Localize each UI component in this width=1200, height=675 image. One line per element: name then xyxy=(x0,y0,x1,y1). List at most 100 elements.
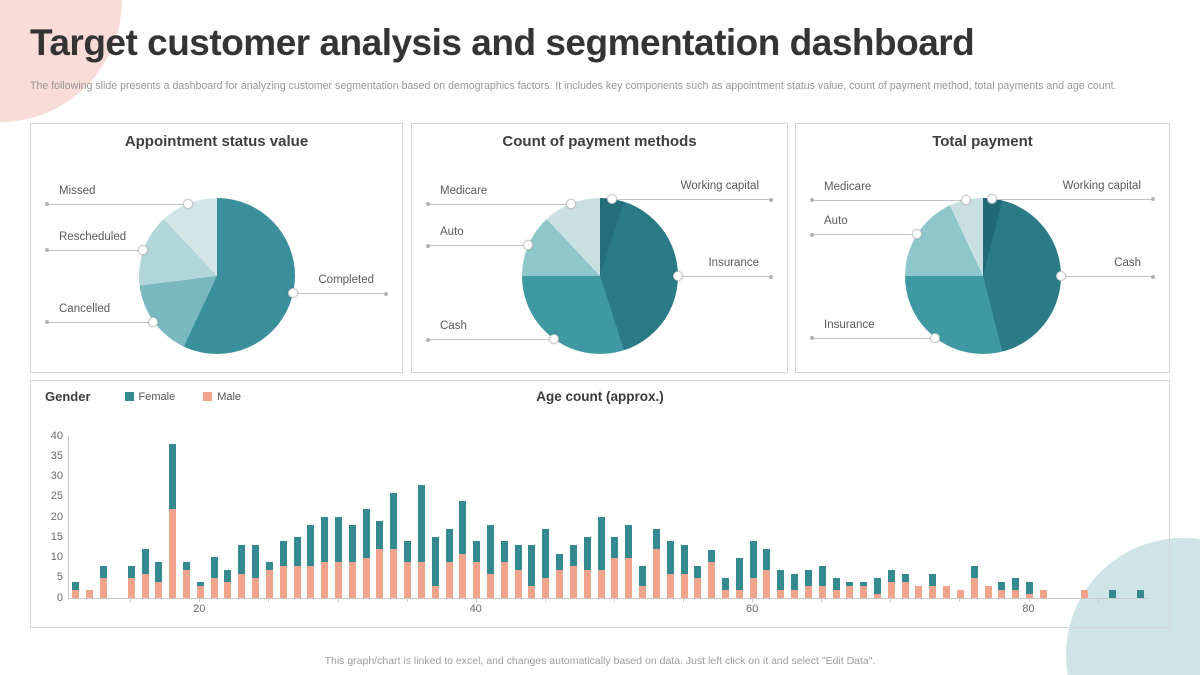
bar-segment-male xyxy=(763,569,771,598)
bar-segment-female xyxy=(473,541,481,562)
slice-anchor-dot xyxy=(1055,271,1066,281)
x-axis-tick xyxy=(959,599,961,602)
pie-slice-label: Missed xyxy=(59,184,96,197)
bar-segment-female xyxy=(832,577,840,590)
bar-stack-age-35 xyxy=(404,541,412,598)
bar-segment-female xyxy=(804,569,812,586)
y-axis-label-25: 25 xyxy=(50,490,63,503)
bar-segment-male xyxy=(860,585,868,598)
bar-segment-male xyxy=(1026,594,1034,598)
panel-count-of-payment-methods: Count of payment methods Working capital… xyxy=(411,123,788,373)
bar-segment-male xyxy=(791,589,799,598)
bar-stack-age-20 xyxy=(196,581,204,598)
bar-segment-female xyxy=(694,565,702,578)
bar-stack-age-49 xyxy=(597,517,605,598)
slice-anchor-dot xyxy=(929,332,940,343)
bar-stack-age-50 xyxy=(611,537,619,598)
x-axis-label-80: 80 xyxy=(1022,603,1035,615)
leader-endpoint-dot xyxy=(426,202,430,206)
bar-segment-male xyxy=(1012,589,1020,598)
bar-segment-male xyxy=(362,557,370,598)
pie-area-total-payment: Working capital Cash Insurance Auto Medicare xyxy=(796,146,1169,372)
pie-slice-label: Medicare xyxy=(440,184,488,197)
y-axis-label-40: 40 xyxy=(50,429,63,442)
bar-segment-female xyxy=(127,565,135,578)
bar-stack-age-69 xyxy=(874,577,881,598)
bar-segment-male xyxy=(100,577,108,598)
bar-stack-age-52 xyxy=(639,565,647,598)
bar-segment-male xyxy=(901,581,909,598)
bar-segment-female xyxy=(583,537,591,570)
bar-segment-male xyxy=(804,585,812,598)
bar-segment-female xyxy=(210,557,218,578)
bar-segment-female xyxy=(1026,581,1034,594)
pie-slice-label: Auto xyxy=(440,226,464,238)
x-axis-tick xyxy=(683,599,684,602)
leader-line xyxy=(47,321,154,323)
leader-line xyxy=(677,276,771,277)
bar-segment-male xyxy=(597,569,605,598)
bar-segment-female xyxy=(514,545,522,570)
bar-segment-male xyxy=(639,585,647,598)
bar-segment-female xyxy=(279,541,287,566)
bar-segment-female xyxy=(721,577,729,590)
bar-segment-male xyxy=(127,577,135,598)
bar-stack-age-40 xyxy=(473,541,481,598)
bar-segment-male xyxy=(390,549,398,598)
bar-segment-male xyxy=(445,561,453,598)
slice-anchor-dot xyxy=(548,334,559,345)
bar-segment-male xyxy=(196,585,204,598)
bar-stack-age-42 xyxy=(500,541,508,598)
x-axis-tick xyxy=(475,599,477,602)
leader-line xyxy=(428,339,554,341)
bar-segment-female xyxy=(791,573,799,590)
page-subtitle: The following slide presents a dashboard… xyxy=(30,80,1117,92)
bar-segment-female xyxy=(362,508,370,558)
leader-line xyxy=(428,203,571,205)
bar-segment-female xyxy=(390,492,398,550)
pie-chart xyxy=(904,198,1061,354)
bar-segment-female xyxy=(652,529,660,550)
bar-segment-female xyxy=(680,545,688,574)
bar-segment-male xyxy=(335,561,342,598)
leader-line xyxy=(992,198,1153,200)
bar-segment-female xyxy=(335,517,342,562)
bar-stack-age-80 xyxy=(1026,581,1034,598)
bar-segment-female xyxy=(749,541,757,578)
bar-stack-age-33 xyxy=(376,521,384,598)
bar-segment-male xyxy=(652,549,660,598)
bar-stack-age-74 xyxy=(943,585,951,598)
bar-segment-male xyxy=(984,585,992,598)
panel-age-count: Gender Female Male Age count (approx.) 0… xyxy=(30,380,1170,628)
bar-segment-male xyxy=(321,561,329,598)
bar-segment-male xyxy=(265,569,273,598)
bar-stack-age-54 xyxy=(666,541,674,598)
bar-stack-age-62 xyxy=(777,569,785,598)
leader-endpoint-dot xyxy=(810,336,814,341)
bar-segment-female xyxy=(238,545,246,574)
bar-segment-female xyxy=(321,517,329,562)
pie-chart xyxy=(138,198,295,354)
bar-segment-female xyxy=(887,569,895,582)
slice-anchor-dot xyxy=(138,244,149,255)
pie-area-appointment-status: Completed Cancelled Rescheduled Missed xyxy=(31,146,402,372)
pie-slice-label: Medicare xyxy=(824,180,872,193)
bar-stack-age-45 xyxy=(542,529,550,598)
bar-segment-male xyxy=(998,589,1006,598)
leader-line xyxy=(1060,276,1153,277)
bar-stack-age-43 xyxy=(514,545,522,598)
bar-segment-female xyxy=(860,581,868,586)
x-axis-tick xyxy=(199,599,201,602)
bar-stack-age-11 xyxy=(72,581,80,598)
bar-segment-male xyxy=(846,585,854,598)
panel-total-payment: Total payment Working capital Cash Insuran… xyxy=(795,123,1170,373)
bar-stack-age-48 xyxy=(583,537,591,598)
slice-anchor-dot xyxy=(182,198,193,209)
slice-anchor-dot xyxy=(672,271,683,281)
bar-segment-female xyxy=(625,525,633,558)
bar-stack-age-88 xyxy=(1136,589,1144,598)
bar-stack-age-55 xyxy=(680,545,688,598)
leader-endpoint-dot xyxy=(426,337,430,342)
bar-stack-age-61 xyxy=(763,549,771,598)
bar-segment-male xyxy=(583,569,591,598)
